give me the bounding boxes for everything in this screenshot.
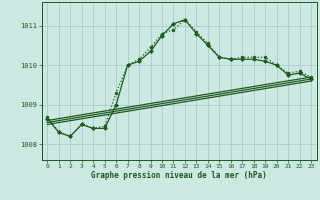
X-axis label: Graphe pression niveau de la mer (hPa): Graphe pression niveau de la mer (hPa) — [91, 171, 267, 180]
